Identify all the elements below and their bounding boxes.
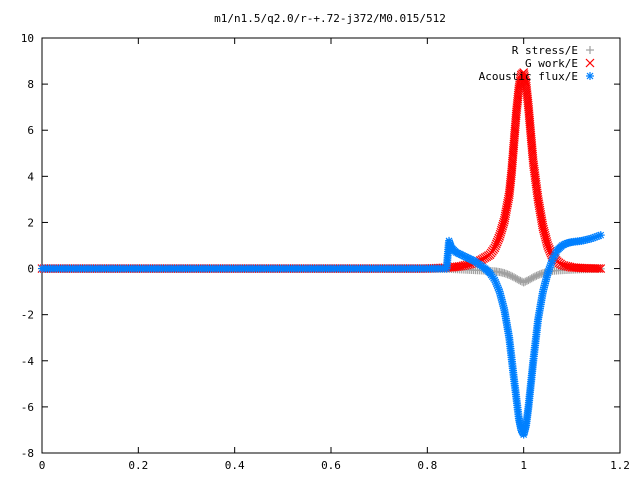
legend-marker: [585, 58, 595, 68]
legend-marker: [586, 72, 594, 80]
x-tick-label: 1: [520, 459, 527, 472]
x-tick-label: 0.2: [128, 459, 148, 472]
data-point: [592, 264, 602, 273]
chart-title: m1/n1.5/q2.0/r-+.72-j372/M0.015/512: [214, 12, 446, 25]
legend-marker: [586, 46, 594, 54]
x-tick-label: 0.8: [417, 459, 437, 472]
data-series: [37, 68, 606, 439]
data-point: [596, 264, 606, 273]
y-tick-label: 6: [27, 124, 34, 137]
axis-tick-labels: 0 0.2 0.4 0.6 0.8 1 1.2 -8 -6 -4 -2 0 2 4 6 8 10: [21, 32, 630, 472]
legend-label: G work/E: [525, 57, 578, 70]
y-tick-label: -6: [21, 401, 34, 414]
legend-label: Acoustic flux/E: [479, 70, 578, 83]
y-tick-label: -8: [21, 447, 34, 460]
data-point: [594, 264, 604, 273]
y-tick-label: -2: [21, 309, 34, 322]
y-tick-label: 0: [27, 263, 34, 276]
data-point: [596, 231, 605, 240]
axis-ticks: [41, 37, 621, 454]
series-2: [38, 231, 605, 439]
y-tick-label: -4: [21, 355, 35, 368]
x-tick-label: 0: [39, 459, 46, 472]
y-tick-label: 2: [27, 216, 34, 229]
x-tick-label: 0.4: [225, 459, 245, 472]
x-tick-label: 0.6: [321, 459, 341, 472]
legend-label: R stress/E: [512, 44, 578, 57]
y-tick-label: 10: [21, 32, 34, 45]
y-tick-label: 8: [27, 78, 34, 91]
y-tick-label: 4: [27, 170, 34, 183]
x-tick-label: 1.2: [610, 459, 630, 472]
